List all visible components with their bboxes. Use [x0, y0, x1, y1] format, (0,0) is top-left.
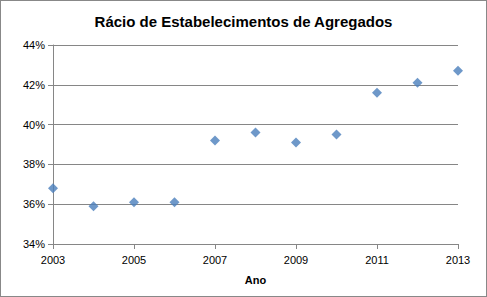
- svg-text:2011: 2011: [365, 254, 389, 266]
- svg-text:40%: 40%: [23, 119, 45, 131]
- svg-text:2013: 2013: [446, 254, 470, 266]
- svg-text:44%: 44%: [23, 39, 45, 51]
- svg-text:42%: 42%: [23, 79, 45, 91]
- svg-text:34%: 34%: [23, 238, 45, 250]
- svg-text:36%: 36%: [23, 198, 45, 210]
- svg-text:2007: 2007: [203, 254, 227, 266]
- svg-text:2005: 2005: [122, 254, 146, 266]
- svg-text:38%: 38%: [23, 158, 45, 170]
- svg-text:2003: 2003: [41, 254, 65, 266]
- svg-text:Rácio de Estabelecimentos de A: Rácio de Estabelecimentos de Agregados: [95, 13, 393, 30]
- svg-text:Ano: Ano: [245, 274, 267, 286]
- svg-text:2009: 2009: [284, 254, 308, 266]
